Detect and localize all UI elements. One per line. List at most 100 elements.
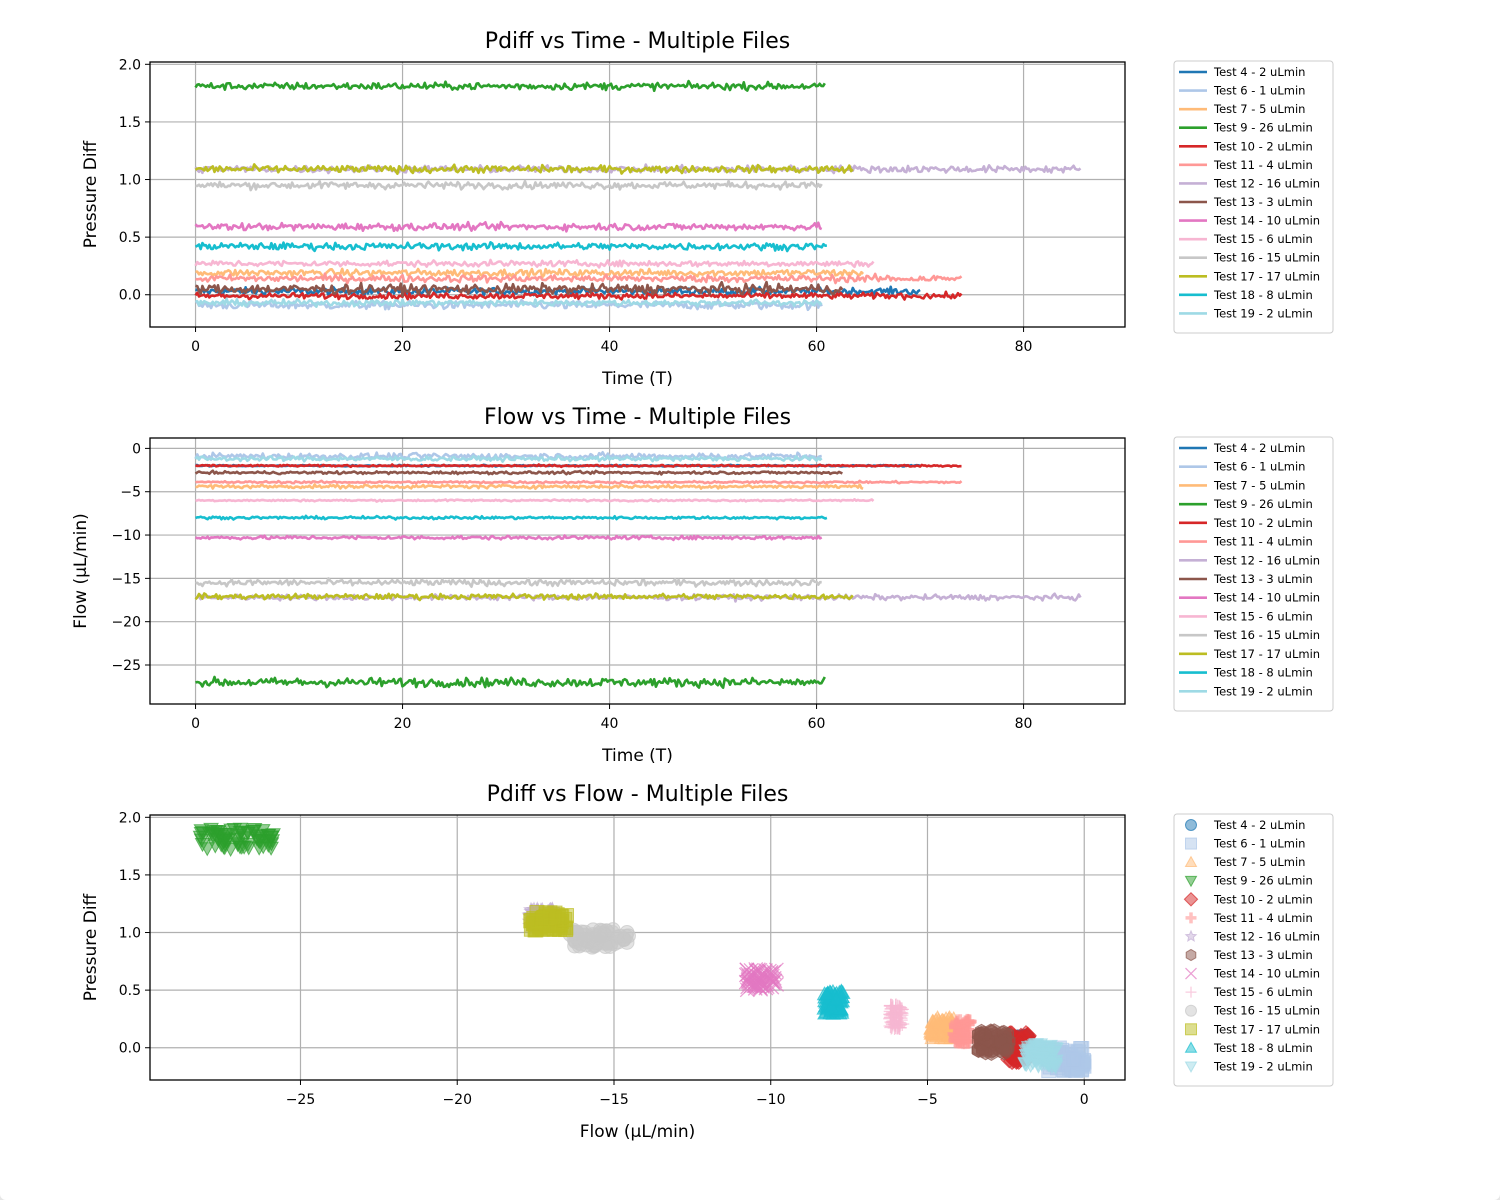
x-axis-label: Time (T) — [601, 746, 673, 766]
legend-label: Test 7 - 5 uLmin — [1213, 102, 1305, 116]
data-point — [602, 938, 618, 954]
series-line — [194, 454, 823, 463]
legend-box — [1173, 60, 1334, 334]
legend-marker — [1185, 912, 1197, 924]
x-tick-label: 0 — [191, 716, 200, 732]
legend-label: Test 9 - 26 uLmin — [1213, 497, 1313, 511]
data-point — [223, 823, 239, 838]
data-point — [923, 1023, 939, 1038]
data-point — [893, 1002, 908, 1017]
series-line — [194, 241, 828, 253]
axes-frame — [149, 437, 1126, 705]
x-tick-label: −15 — [599, 1092, 629, 1108]
legend-marker — [1184, 1041, 1198, 1053]
data-point — [888, 1017, 903, 1032]
series-line — [195, 267, 865, 279]
x-tick-label: 20 — [394, 716, 412, 732]
data-point — [748, 963, 764, 979]
series-line — [195, 483, 864, 490]
x-axis-label: Time (T) — [601, 369, 673, 389]
series-line — [195, 179, 823, 192]
data-point — [1032, 1038, 1049, 1053]
x-tick-label: 40 — [601, 716, 619, 732]
legend-label: Test 18 - 8 uLmin — [1213, 288, 1313, 302]
data-point — [972, 1026, 986, 1042]
chart-1: 0 20 40 60 80 0.0 0.5 1.0 1.5 2.0 Pdiff vs Time - … — [81, 29, 1334, 389]
data-point — [741, 973, 757, 989]
data-point — [554, 909, 570, 925]
series-points — [738, 961, 785, 998]
x-tick-label: 0 — [191, 339, 200, 355]
chart-3: −25 −20 −15 −10 −5 0 0.0 0.5 1.0 1.5 2.0 Pdiff vs F… — [81, 782, 1334, 1142]
legend-label: Test 17 - 17 uLmin — [1213, 647, 1320, 661]
data-point — [936, 1016, 953, 1031]
legend-label: Test 12 - 16 uLmin — [1213, 176, 1320, 190]
y-tick-label: 0.0 — [119, 1041, 141, 1057]
series-line — [194, 592, 854, 602]
data-point — [207, 824, 224, 840]
data-point — [251, 835, 268, 850]
x-axis-label: Flow (µL/min) — [580, 1122, 696, 1142]
series-points — [883, 998, 910, 1036]
plot-area — [194, 451, 1082, 689]
legend-marker — [1185, 837, 1197, 850]
data-point — [748, 978, 763, 994]
data-point — [1046, 1042, 1063, 1057]
legend-label: Test 9 - 26 uLmin — [1213, 874, 1313, 888]
legend-marker — [1185, 948, 1197, 962]
legend: Test 4 - 2 uLmin Test 6 - 1 uLmin Test 7 -… — [1173, 813, 1334, 1087]
series-line — [194, 220, 823, 233]
data-point — [1000, 1042, 1014, 1058]
legend-label: Test 15 - 6 uLmin — [1213, 232, 1313, 246]
legend-label: Test 19 - 2 uLmin — [1213, 1059, 1313, 1073]
legend-label: Test 12 - 16 uLmin — [1213, 929, 1320, 943]
y-tick-label: −10 — [111, 528, 141, 544]
legend-marker — [1185, 1023, 1197, 1036]
legend-label: Test 14 - 10 uLmin — [1213, 214, 1320, 228]
y-tick-label: 1.0 — [119, 173, 141, 189]
chart-2: 0 20 40 60 80 0 −5 −10 −15 −20 −25 Flow vs Time - M… — [71, 405, 1334, 766]
series-points — [192, 822, 281, 858]
series-points — [816, 983, 851, 1020]
data-point — [246, 823, 263, 838]
chart-title: Flow vs Time - Multiple Files — [484, 405, 791, 430]
data-point — [192, 830, 209, 845]
x-tick-label: −5 — [917, 1092, 938, 1108]
y-tick-label: −15 — [111, 571, 141, 587]
legend-label: Test 7 - 5 uLmin — [1213, 855, 1305, 869]
data-point — [758, 980, 774, 996]
axes-frame — [149, 814, 1126, 1081]
legend-label: Test 4 - 2 uLmin — [1213, 65, 1305, 79]
y-tick-label: 1.0 — [119, 926, 141, 942]
legend: Test 4 - 2 uLmin Test 6 - 1 uLmin Test 7 -… — [1173, 436, 1334, 712]
series-points — [523, 905, 574, 938]
data-point — [1074, 1041, 1090, 1057]
series-line — [195, 280, 844, 298]
legend-label: Test 19 - 2 uLmin — [1213, 306, 1313, 320]
series-line — [194, 79, 826, 93]
legend-marker — [1185, 967, 1197, 980]
data-point — [743, 978, 759, 994]
legend-label: Test 13 - 3 uLmin — [1213, 948, 1313, 962]
legend-label: Test 9 - 26 uLmin — [1213, 121, 1313, 135]
legend-label: Test 11 - 4 uLmin — [1213, 911, 1313, 925]
legend-label: Test 19 - 2 uLmin — [1213, 684, 1313, 698]
data-point — [207, 839, 224, 854]
data-point — [1065, 1052, 1081, 1068]
x-tick-label: 0 — [1080, 1092, 1089, 1108]
data-point — [228, 832, 245, 848]
data-point — [828, 991, 845, 1006]
data-point — [593, 925, 609, 941]
legend-label: Test 10 - 2 uLmin — [1213, 516, 1313, 530]
legend-label: Test 4 - 2 uLmin — [1213, 818, 1305, 832]
x-tick-label: −20 — [442, 1092, 472, 1108]
series-line — [195, 498, 875, 503]
legend-label: Test 14 - 10 uLmin — [1213, 967, 1320, 981]
series-line — [194, 469, 843, 476]
x-tick-label: 80 — [1015, 339, 1033, 355]
data-point — [199, 842, 216, 857]
y-tick-label: −20 — [111, 615, 141, 631]
legend-label: Test 12 - 16 uLmin — [1213, 553, 1320, 567]
